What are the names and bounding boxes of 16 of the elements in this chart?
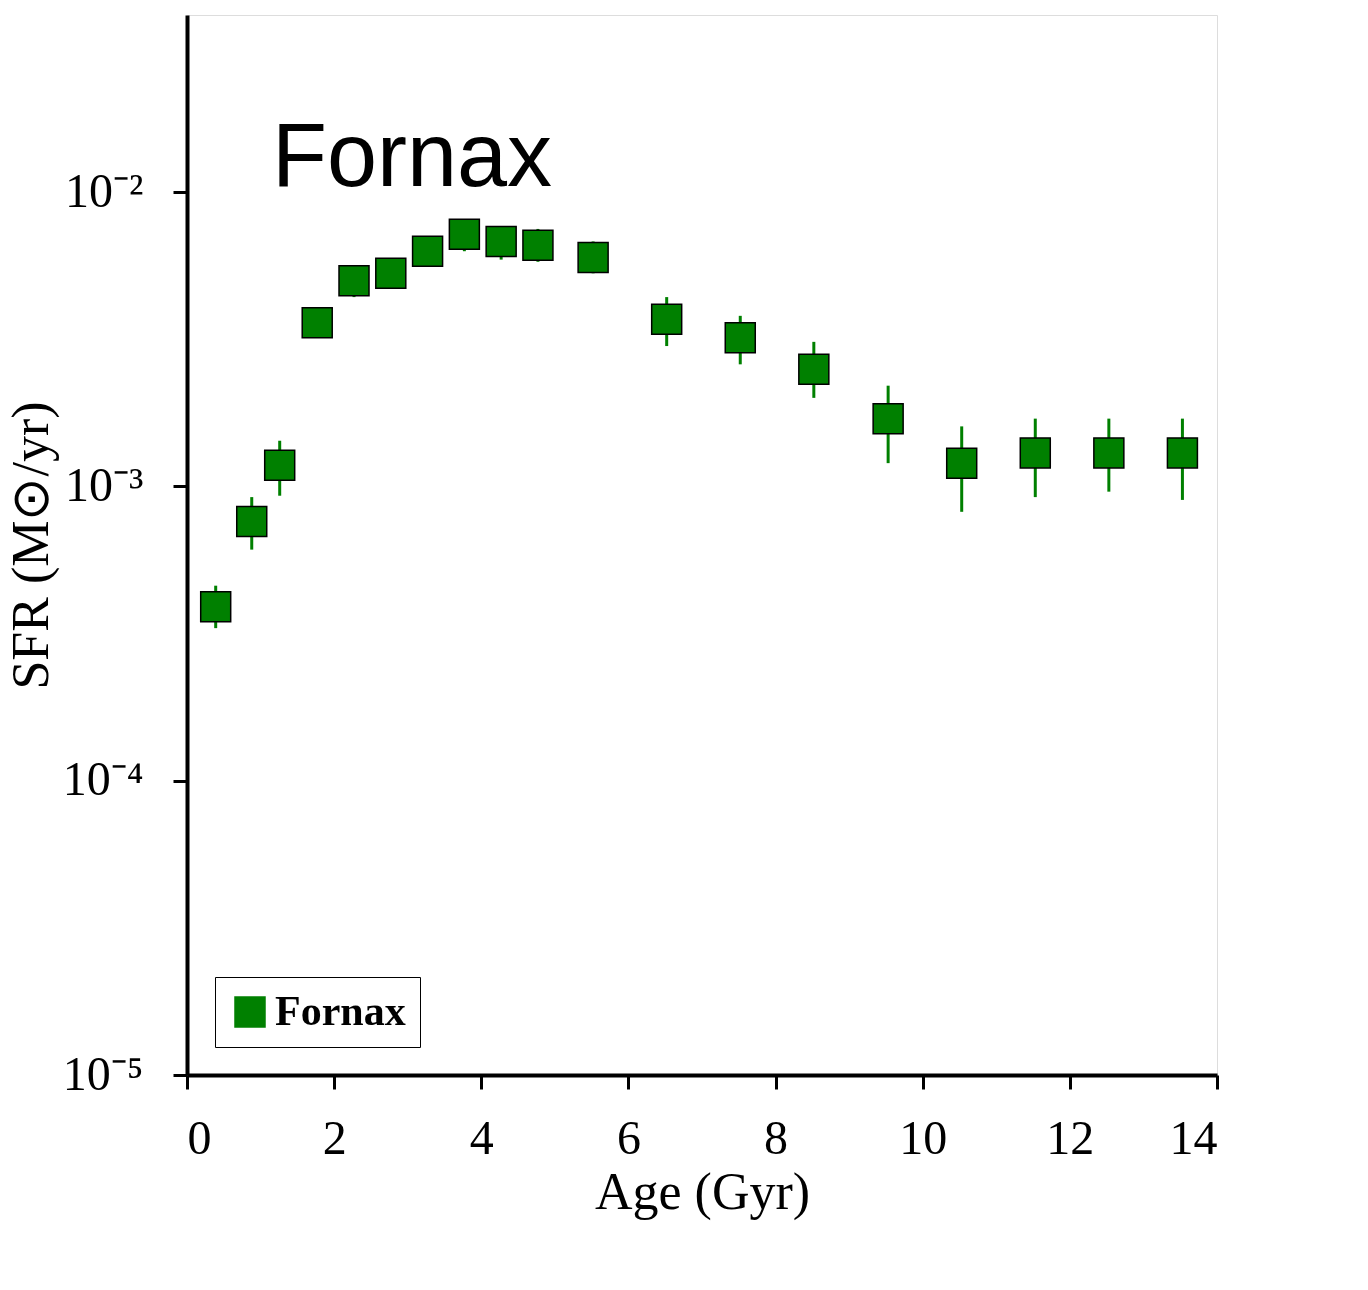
y-axis-title: SFR (M⊙/yr) xyxy=(1,401,60,690)
y-tick-label: 10⁻² xyxy=(65,163,144,217)
x-tick-label: 14 xyxy=(1169,1110,1218,1164)
annotation: Fornax xyxy=(272,105,553,205)
y-tick-label: 10⁻⁴ xyxy=(62,752,144,806)
x-tick-label: 8 xyxy=(764,1110,789,1164)
x-tick-label: 12 xyxy=(1046,1110,1095,1164)
x-tick-label: 2 xyxy=(322,1110,347,1164)
y-tick-label: 10⁻³ xyxy=(65,457,144,511)
legend-label: Fornax xyxy=(275,988,406,1034)
x-tick-label: 10 xyxy=(899,1110,948,1164)
x-tick-label: 0 xyxy=(187,1110,212,1164)
y-tick-label: 10⁻⁵ xyxy=(62,1046,144,1100)
x-axis-title: Age (Gyr) xyxy=(594,1162,811,1221)
x-tick-label: 6 xyxy=(616,1110,641,1164)
x-tick-label: 4 xyxy=(469,1110,494,1164)
